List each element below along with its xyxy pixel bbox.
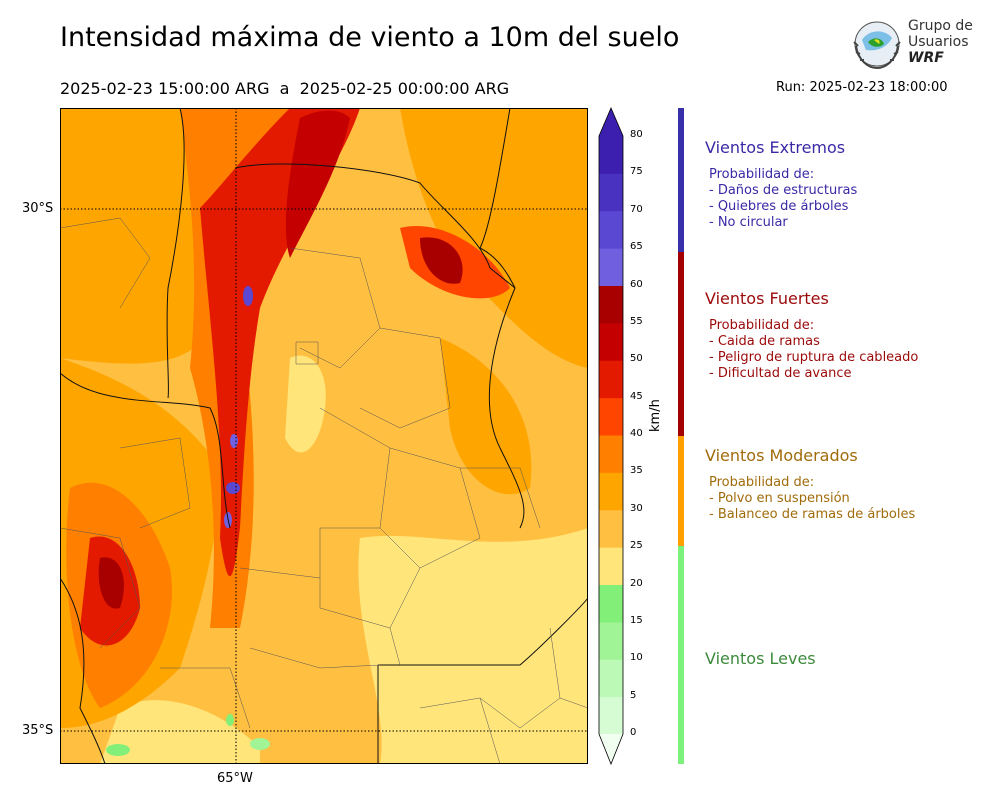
wind-zone-darkred-sw (98, 557, 124, 609)
wind-light-patch (250, 738, 270, 750)
logo-line2: Usuarios (908, 34, 969, 50)
category-line: - Quiebres de árboles (709, 199, 849, 214)
wind-light-patch (106, 744, 130, 756)
wind-category: Vientos Fuertes Probabilidad de: - Caida d… (705, 289, 918, 382)
colorbar-bin (599, 322, 623, 361)
colorbar-unit: km/h (648, 399, 663, 432)
colorbar-bin (599, 696, 623, 735)
colorbar-tick-label: 70 (630, 203, 643, 215)
colorbar-tick-label: 60 (630, 278, 643, 290)
wind-light-patch (226, 714, 234, 726)
colorbar-bin (599, 509, 623, 548)
category-title: Vientos Moderados (705, 446, 858, 465)
department-borders (60, 217, 588, 764)
wind-colorbar (598, 106, 624, 766)
wind-extreme-spot (243, 286, 253, 306)
map-frame (60, 108, 588, 764)
category-line: - Caida de ramas (709, 334, 820, 349)
category-title: Vientos Extremos (705, 138, 846, 157)
wind-category: Vientos Extremos Probabilidad de: - Daños … (705, 138, 857, 231)
wind-category: Vientos Leves (705, 649, 816, 678)
category-line: - Dificultad de avance (709, 366, 852, 381)
wind-zone-orange-nw (60, 108, 230, 364)
colorbar-max-extension (599, 108, 623, 136)
colorbar-min-extension (599, 734, 623, 764)
globe-icon (853, 21, 901, 69)
colorbar-bin (599, 584, 623, 623)
colorbar-bin (599, 248, 623, 286)
colorbar-tick-label: 0 (630, 727, 637, 738)
wind-zone-light-center (285, 355, 326, 453)
wind-zone-light-sw (100, 700, 260, 764)
colorbar-bin (599, 659, 623, 698)
wind-zone-darkred-ne (420, 237, 463, 284)
category-line: Probabilidad de: (709, 167, 815, 182)
category-line: - Polvo en suspensión (709, 491, 850, 506)
wind-zone-red-belt (200, 108, 360, 577)
colorbar-tick-label: 40 (630, 428, 643, 439)
colorbar-tick-label: 35 (630, 465, 643, 477)
category-line: Probabilidad de: (709, 318, 815, 333)
grupo-usuarios-wrf-logo: Grupo de Usuarios WRF (848, 16, 978, 74)
wind-intensity-map (60, 108, 588, 764)
category-line: - Balanceo de ramas de árboles (709, 507, 916, 522)
wind-zone-darkred-n (285, 110, 350, 258)
colorbar-tick-label: 65 (630, 241, 643, 253)
colorbar-bin (599, 360, 623, 399)
category-bar (678, 108, 684, 252)
colorbar-tick-label: 15 (630, 614, 643, 626)
colorbar-bin (599, 173, 623, 212)
logo-line1: Grupo de (908, 18, 973, 34)
colorbar-outline (598, 106, 624, 766)
category-title: Vientos Fuertes (705, 289, 829, 308)
colorbar-bin (599, 435, 623, 473)
colorbar-tick-label: 30 (630, 502, 643, 514)
category-bar (678, 546, 684, 764)
colorbar-bin (599, 547, 623, 585)
colorbar-tick-label: 25 (630, 540, 643, 552)
colorbar-tick-label: 75 (630, 166, 643, 178)
category-bar (678, 252, 684, 436)
colorbar-bin (599, 621, 623, 660)
colorbar-tick-label: 20 (630, 577, 643, 589)
wind-extreme-spot (230, 434, 238, 448)
province-borders (60, 108, 588, 764)
colorbar-tick-label: 5 (630, 689, 637, 701)
wind-extreme-spot (226, 482, 240, 494)
colorbar-bin (599, 210, 623, 249)
category-line: Probabilidad de: (709, 475, 815, 490)
colorbar-tick-label: 10 (630, 652, 643, 664)
category-title: Vientos Leves (705, 649, 816, 668)
colorbar-bin (599, 397, 623, 436)
category-bar (678, 436, 684, 546)
forecast-period: 2025-02-23 15:00:00 ARG a 2025-02-25 00:… (60, 79, 510, 98)
graticule (60, 108, 588, 764)
category-line: - Peligro de ruptura de cableado (709, 350, 919, 365)
colorbar-bin (599, 136, 623, 174)
colorbar-tick-label: 80 (630, 129, 643, 140)
colorbar-bin (599, 472, 623, 511)
category-line: - Daños de estructuras (709, 183, 858, 198)
wind-zone-orange-ne (400, 108, 588, 368)
logo-line3: WRF (908, 50, 944, 66)
colorbar-bin (599, 285, 623, 324)
colorbar-tick-label: 50 (630, 353, 643, 365)
wind-zone-orange-e (440, 338, 532, 495)
colorbar-tick-label: 55 (630, 315, 643, 327)
category-line: - No circular (709, 215, 788, 230)
map-title: Intensidad máxima de viento a 10m del su… (60, 22, 680, 53)
lon-label-65w: 65°W (217, 771, 253, 786)
run-time: Run: 2025-02-23 18:00:00 (776, 80, 948, 95)
lat-label-30s: 30°S (22, 201, 54, 216)
wind-zone-light (358, 528, 588, 764)
lat-label-35s: 35°S (22, 723, 54, 738)
colorbar-tick-label: 45 (630, 390, 643, 402)
wind-category: Vientos Moderados Probabilidad de: - Polvo… (705, 446, 915, 523)
